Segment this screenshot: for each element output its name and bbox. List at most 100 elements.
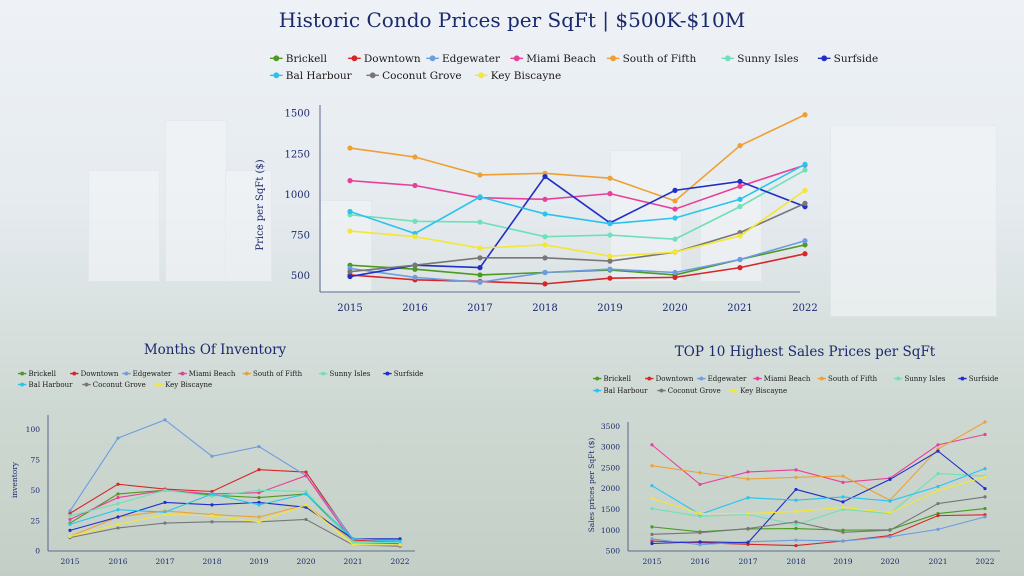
legend-item-surfside: Surfside bbox=[958, 375, 998, 383]
series-south-of-fifth bbox=[347, 112, 808, 204]
legend-label: Miami Beach bbox=[764, 375, 811, 383]
x-tick-label: 2022 bbox=[975, 557, 994, 566]
data-point bbox=[210, 494, 214, 498]
data-point bbox=[802, 238, 808, 244]
series-line bbox=[651, 476, 986, 515]
series-line bbox=[349, 240, 806, 284]
data-point bbox=[116, 515, 120, 519]
x-tick-label: 2017 bbox=[155, 557, 174, 566]
data-point bbox=[737, 196, 743, 202]
legend-label: South of Fifth bbox=[828, 375, 878, 383]
legend-swatch-marker bbox=[960, 376, 965, 381]
legend-swatch-marker bbox=[819, 376, 824, 381]
data-point bbox=[210, 492, 214, 496]
legend-label: Coconut Grove bbox=[382, 70, 462, 82]
legend-label: Surfside bbox=[394, 370, 424, 378]
data-point bbox=[116, 508, 120, 512]
data-point bbox=[116, 492, 120, 496]
y-tick-label: 500 bbox=[291, 271, 310, 282]
data-point bbox=[737, 183, 743, 189]
y-tick-label: 2000 bbox=[601, 484, 620, 493]
y-tick-label: 3500 bbox=[601, 422, 620, 431]
legend-item-coconut-grove: Coconut Grove bbox=[366, 70, 462, 82]
legend-swatch-marker bbox=[478, 72, 485, 79]
legend-label: Sunny Isles bbox=[905, 375, 946, 383]
legend-label: Edgewater bbox=[133, 370, 172, 378]
series-downtown bbox=[68, 468, 402, 545]
legend-swatch-marker bbox=[273, 72, 280, 79]
legend-label: Downtown bbox=[364, 53, 421, 65]
data-point bbox=[746, 511, 750, 516]
data-point bbox=[412, 182, 418, 189]
data-point bbox=[936, 472, 940, 476]
y-tick-label: 1000 bbox=[285, 190, 310, 201]
data-point bbox=[841, 530, 845, 534]
legend-label: Miami Beach bbox=[189, 370, 236, 378]
data-point bbox=[412, 218, 418, 224]
legend-swatch-marker bbox=[731, 388, 736, 393]
data-point bbox=[116, 502, 120, 506]
data-point bbox=[650, 464, 654, 468]
y-tick-label: 500 bbox=[606, 547, 621, 556]
series-key-biscayne bbox=[650, 475, 987, 516]
legend-item-edgewater: Edgewater bbox=[697, 375, 747, 383]
legend-item-downtown: Downtown bbox=[70, 370, 119, 378]
y-tick-label: 100 bbox=[26, 425, 41, 434]
y-axis-label: Sales prices per SqFt ($) bbox=[587, 438, 596, 533]
data-point bbox=[746, 496, 750, 500]
legend-label: South of Fifth bbox=[253, 370, 303, 378]
x-tick-label: 2016 bbox=[402, 303, 427, 314]
y-tick-label: 1500 bbox=[601, 505, 620, 514]
x-tick-label: 2017 bbox=[738, 557, 757, 566]
data-point bbox=[650, 541, 654, 546]
data-point bbox=[698, 482, 702, 487]
x-tick-label: 2016 bbox=[108, 557, 127, 566]
background-building bbox=[225, 170, 272, 282]
series-line bbox=[69, 419, 401, 541]
data-point bbox=[737, 204, 743, 210]
legend-label: Coconut Grove bbox=[668, 387, 721, 395]
data-point bbox=[542, 211, 548, 217]
series-south-of-fifth bbox=[650, 420, 987, 502]
x-tick-label: 2015 bbox=[60, 557, 79, 566]
legend-swatch-marker bbox=[595, 388, 600, 393]
data-point bbox=[210, 520, 214, 524]
data-point bbox=[936, 484, 940, 489]
series-line bbox=[69, 504, 400, 546]
series-line bbox=[349, 114, 806, 202]
data-point bbox=[398, 543, 402, 547]
data-point bbox=[888, 511, 892, 515]
data-point bbox=[888, 528, 892, 532]
data-point bbox=[841, 474, 845, 478]
data-point bbox=[672, 274, 678, 280]
data-point bbox=[257, 515, 261, 519]
x-tick-label: 2021 bbox=[928, 557, 947, 566]
data-point bbox=[477, 219, 483, 225]
legend-swatch-marker bbox=[156, 382, 161, 387]
series-line bbox=[651, 421, 986, 501]
data-point bbox=[304, 503, 308, 507]
data-point bbox=[794, 509, 798, 514]
legend-label: Edgewater bbox=[442, 53, 501, 65]
data-point bbox=[542, 234, 548, 240]
data-point bbox=[163, 521, 167, 525]
data-point bbox=[163, 500, 167, 505]
data-point bbox=[698, 531, 702, 535]
data-point bbox=[210, 489, 214, 494]
data-point bbox=[698, 540, 702, 544]
data-point bbox=[412, 266, 418, 272]
x-tick-label: 2017 bbox=[467, 303, 492, 314]
data-point bbox=[936, 501, 940, 506]
data-point bbox=[412, 274, 418, 280]
data-point bbox=[542, 196, 548, 202]
y-tick-label: 1000 bbox=[601, 526, 620, 535]
data-point bbox=[607, 175, 613, 181]
top10-chart: TOP 10 Highest Sales Prices per SqFt Bric… bbox=[587, 344, 1000, 566]
x-tick-label: 2022 bbox=[792, 303, 817, 314]
data-point bbox=[794, 487, 798, 492]
series-line bbox=[69, 493, 401, 542]
series-edgewater bbox=[347, 238, 808, 285]
data-point bbox=[304, 470, 308, 474]
data-point bbox=[68, 522, 72, 526]
data-point bbox=[607, 253, 613, 259]
